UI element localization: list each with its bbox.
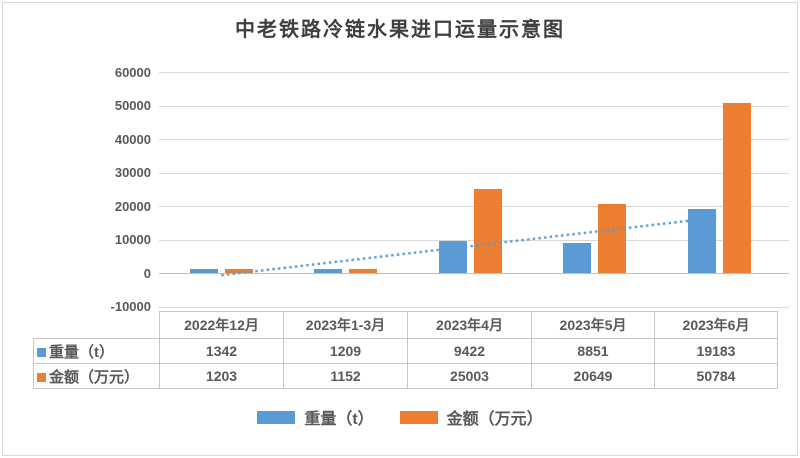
weight-key-icon [37, 347, 46, 357]
table-cell: 1152 [283, 363, 408, 389]
chart-title: 中老铁路冷链水果进口运量示意图 [235, 19, 565, 41]
weight-swatch-icon [257, 410, 296, 424]
bar-weight-4 [563, 243, 592, 273]
table-header-cell: 2023年5月 [531, 311, 655, 339]
data-table: 2022年12月 2023年1-3月 2023年4月 2023年5月 2023年… [33, 311, 778, 389]
bar-amount-4 [598, 203, 627, 273]
row-label-amount: 金额（万元） [33, 363, 160, 389]
gridline [159, 72, 789, 73]
table-row-amount: 金额（万元） 1203 1152 25003 20649 50784 [33, 363, 778, 389]
gridline [159, 105, 789, 107]
y-axis-tick-label: 60000 [114, 64, 151, 80]
row-label-text: 金额（万元） [49, 368, 140, 386]
table-row-weight: 重量（t） 1342 1209 9422 8851 19183 [33, 338, 778, 364]
y-axis-tick-label: -10000 [110, 299, 151, 314]
table-corner-cell [34, 312, 160, 339]
amount-key-icon [37, 372, 46, 382]
table-cell: 25003 [407, 363, 532, 389]
legend-item-weight[interactable]: 重量（t） [257, 405, 374, 429]
y-axis-tick-label: 30000 [114, 165, 151, 180]
table-cell: 1203 [159, 363, 284, 389]
bar-weight-3 [438, 241, 467, 273]
table-header-cell: 2023年4月 [407, 311, 532, 339]
gridline [159, 306, 789, 308]
bar-amount-3 [473, 189, 502, 273]
trendline-segment [221, 215, 720, 277]
x-axis-line [159, 273, 789, 274]
table-cell: 1342 [159, 338, 284, 364]
gridline [159, 139, 789, 140]
y-axis-tick-label: 50000 [114, 98, 151, 113]
table-header-cell: 2023年1-3月 [283, 311, 408, 339]
y-axis-tick-label: 0 [143, 265, 151, 281]
table-cell: 50784 [654, 363, 778, 389]
legend-label-weight: 重量（t） [304, 411, 374, 428]
y-axis-tick-label: 10000 [114, 232, 151, 247]
table-header-row: 2022年12月 2023年1-3月 2023年4月 2023年5月 2023年… [34, 311, 778, 339]
y-axis-tick-label: 40000 [114, 131, 151, 147]
table-cell: 20649 [531, 363, 655, 389]
amount-swatch-icon [399, 410, 438, 424]
bar-weight-5 [687, 208, 716, 273]
table-header-cell: 2023年6月 [654, 311, 778, 339]
gridline [159, 172, 789, 174]
bar-amount-2 [349, 269, 378, 273]
legend-item-amount[interactable]: 金额（万元） [399, 405, 543, 429]
y-axis-tick-label: 20000 [114, 198, 151, 214]
table-cell: 9422 [407, 338, 532, 364]
bar-weight-2 [314, 268, 343, 273]
legend-label-amount: 金额（万元） [446, 411, 543, 428]
bar-amount-5 [722, 102, 751, 273]
legend: 重量（t） 金额（万元） [0, 405, 800, 429]
bar-amount-1 [224, 269, 253, 273]
table-header-cell: 2022年12月 [159, 311, 284, 339]
bar-weight-1 [189, 268, 218, 273]
table-cell: 1209 [283, 338, 408, 364]
table-cell: 19183 [654, 338, 778, 364]
row-label-text: 重量（t） [49, 343, 114, 361]
table-cell: 8851 [531, 338, 655, 364]
row-label-weight: 重量（t） [33, 338, 160, 364]
